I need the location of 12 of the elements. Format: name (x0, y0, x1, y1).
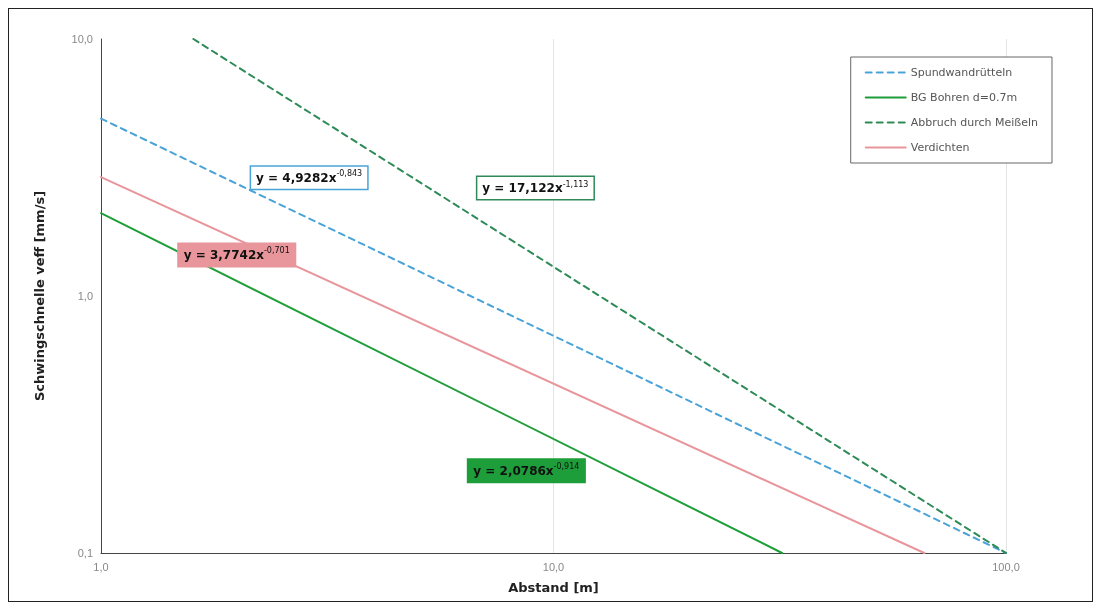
y-tick-label: 0,1 (77, 547, 93, 559)
x-axis-title: Abstand [m] (508, 580, 599, 595)
legend-label: Spundwandrütteln (910, 66, 1013, 79)
y-axis-title: Schwingschnelle veff [mm/s] (32, 190, 47, 402)
y-tick-label: 10,0 (71, 33, 93, 45)
y-tick-label: 1,0 (77, 290, 93, 302)
x-tick-label: 10,0 (542, 560, 565, 573)
legend-label: BG Bohren d=0.7m (910, 91, 1018, 104)
legend-label: Abbruch durch Meißeln (910, 116, 1039, 129)
legend-label: Verdichten (910, 141, 970, 154)
x-tick-label: 1,0 (93, 560, 109, 573)
x-tick-label: 100,0 (992, 560, 1020, 573)
